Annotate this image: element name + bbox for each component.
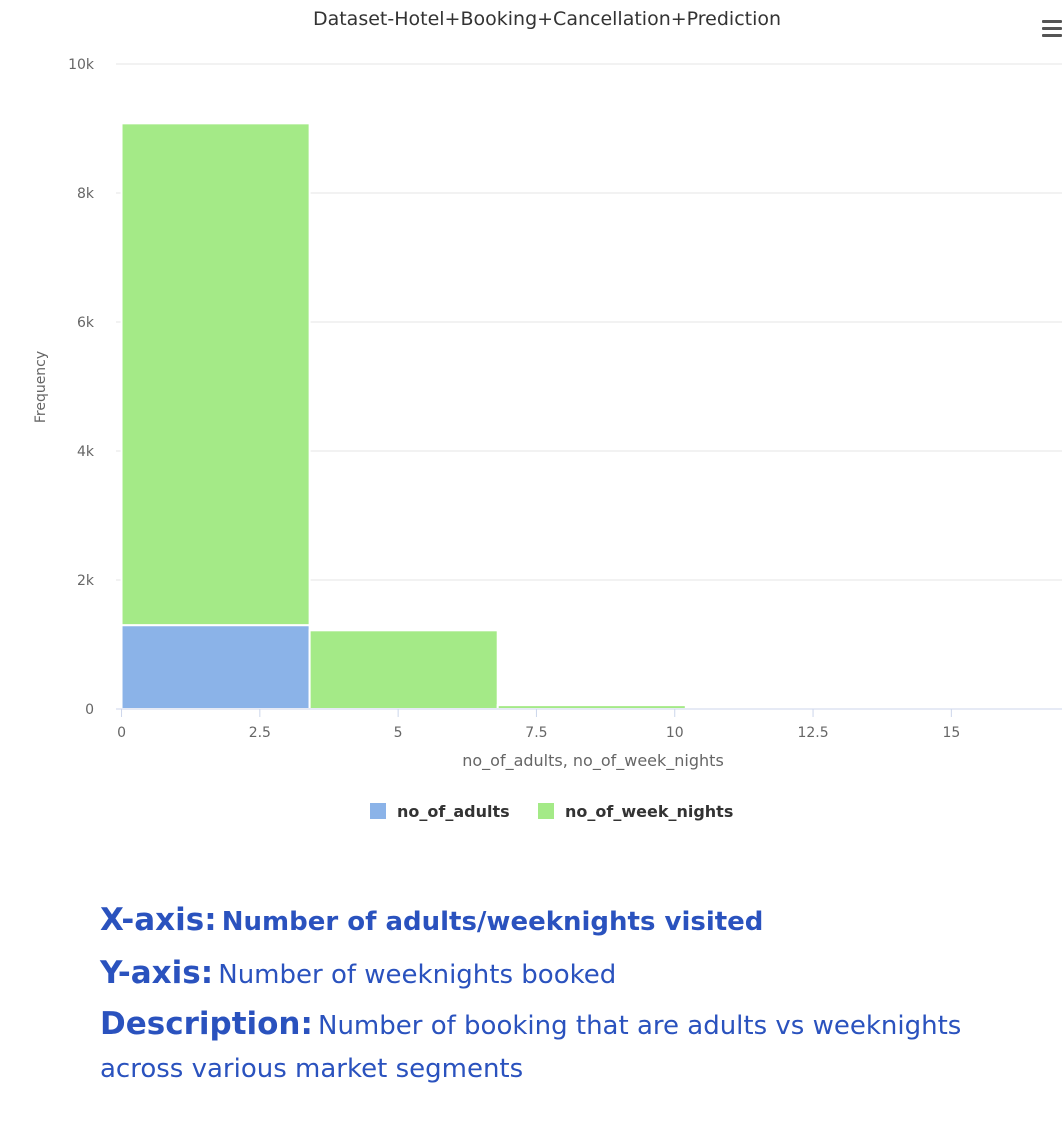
yaxis-note-key: Y-axis:	[100, 955, 214, 991]
y-tick-label: 8k	[77, 186, 95, 202]
xaxis-note-value: Number of adults/weeknights visited	[221, 907, 764, 937]
x-tick-label: 15	[942, 725, 960, 741]
yaxis-note-value: Number of weeknights booked	[218, 960, 617, 990]
xaxis-note-key: X-axis:	[100, 902, 217, 938]
description-note-value: Number of booking that are adults vs wee…	[100, 1011, 962, 1084]
x-tick-label: 0	[117, 725, 126, 741]
x-axis-label: no_of_adults, no_of_week_nights	[462, 751, 724, 771]
histogram-chart: Dataset-Hotel+Booking+Cancellation+Predi…	[33, 8, 1062, 821]
legend-swatch-no_of_adults	[370, 803, 386, 819]
chart-notes: X-axis: Number of adults/weeknights visi…	[100, 898, 1050, 1096]
x-tick-label: 10	[666, 725, 684, 741]
legend-label-no_of_week_nights: no_of_week_nights	[565, 802, 733, 821]
bar-no_of_adults	[120, 624, 311, 711]
y-axis-label: Frequency	[33, 351, 49, 423]
hamburger-menu-icon[interactable]	[1042, 20, 1062, 38]
x-tick-label: 12.5	[797, 725, 828, 741]
y-tick-label: 2k	[77, 573, 95, 589]
chart-svg: Dataset-Hotel+Booking+Cancellation+Predi…	[33, 8, 1062, 821]
yaxis-note: Y-axis: Number of weeknights booked	[100, 951, 1050, 1000]
legend-label-no_of_adults: no_of_adults	[397, 802, 510, 821]
x-tick-label: 5	[394, 725, 403, 741]
y-tick-label: 4k	[77, 444, 95, 460]
description-note: Description: Number of booking that are …	[100, 1004, 1050, 1092]
x-tick-label: 2.5	[249, 725, 271, 741]
legend-swatch-no_of_week_nights	[538, 803, 554, 819]
bar-no_of_week_nights	[496, 704, 687, 711]
y-tick-label: 10k	[68, 57, 95, 73]
x-tick-label: 7.5	[525, 725, 547, 741]
y-tick-label: 6k	[77, 315, 95, 331]
chart-title: Dataset-Hotel+Booking+Cancellation+Predi…	[313, 8, 781, 30]
bar-no_of_week_nights	[120, 122, 311, 627]
y-tick-label: 0	[85, 702, 94, 718]
description-note-key: Description:	[100, 1006, 313, 1042]
bar-no_of_week_nights	[308, 629, 499, 710]
xaxis-note: X-axis: Number of adults/weeknights visi…	[100, 898, 1050, 947]
